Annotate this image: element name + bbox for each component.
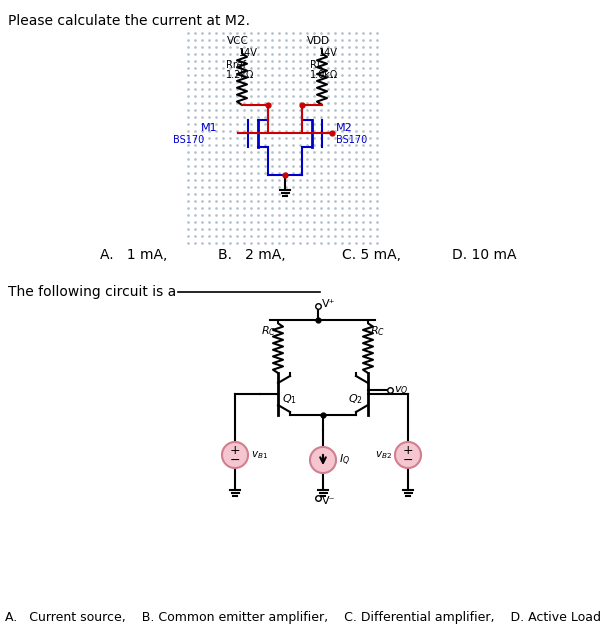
Text: V⁺: V⁺ xyxy=(322,299,336,309)
Text: BS170: BS170 xyxy=(336,135,367,145)
Text: M2: M2 xyxy=(336,123,353,133)
Text: $I_Q$: $I_Q$ xyxy=(339,452,350,467)
Text: BS170: BS170 xyxy=(173,135,204,145)
Text: 1.0kΩ: 1.0kΩ xyxy=(310,70,339,80)
Text: RL: RL xyxy=(310,60,322,70)
Text: +: + xyxy=(230,443,240,457)
Text: $v_{B2}$: $v_{B2}$ xyxy=(375,449,392,461)
Text: VCC: VCC xyxy=(227,36,249,46)
Text: −: − xyxy=(403,454,413,467)
Text: D. 10 mA: D. 10 mA xyxy=(452,248,517,262)
Text: Please calculate the current at M2.: Please calculate the current at M2. xyxy=(8,14,250,28)
Circle shape xyxy=(222,442,248,468)
Circle shape xyxy=(310,447,336,473)
Text: VDD: VDD xyxy=(306,36,329,46)
Text: 14V: 14V xyxy=(318,48,337,58)
Text: $Q_1$: $Q_1$ xyxy=(282,392,297,406)
Text: $Q_2$: $Q_2$ xyxy=(348,392,363,406)
Text: B.   2 mA,: B. 2 mA, xyxy=(218,248,285,262)
Text: $R_C$: $R_C$ xyxy=(261,324,276,338)
Text: V⁻: V⁻ xyxy=(322,496,336,506)
Text: $v_O$: $v_O$ xyxy=(394,384,408,396)
Circle shape xyxy=(395,442,421,468)
Text: A.   1 mA,: A. 1 mA, xyxy=(100,248,167,262)
Text: C. 5 mA,: C. 5 mA, xyxy=(342,248,401,262)
Text: $v_{B1}$: $v_{B1}$ xyxy=(251,449,268,461)
Text: +: + xyxy=(403,443,414,457)
Text: Rref: Rref xyxy=(226,60,246,70)
Text: A.   Current source,    B. Common emitter amplifier,    C. Differential amplifie: A. Current source, B. Common emitter amp… xyxy=(5,611,601,625)
Text: 14V: 14V xyxy=(239,48,257,58)
Text: M1: M1 xyxy=(201,123,218,133)
Text: 1.2kΩ: 1.2kΩ xyxy=(226,70,254,80)
Text: $R_C$: $R_C$ xyxy=(370,324,385,338)
Text: The following circuit is a: The following circuit is a xyxy=(8,285,181,299)
Text: −: − xyxy=(230,454,240,467)
